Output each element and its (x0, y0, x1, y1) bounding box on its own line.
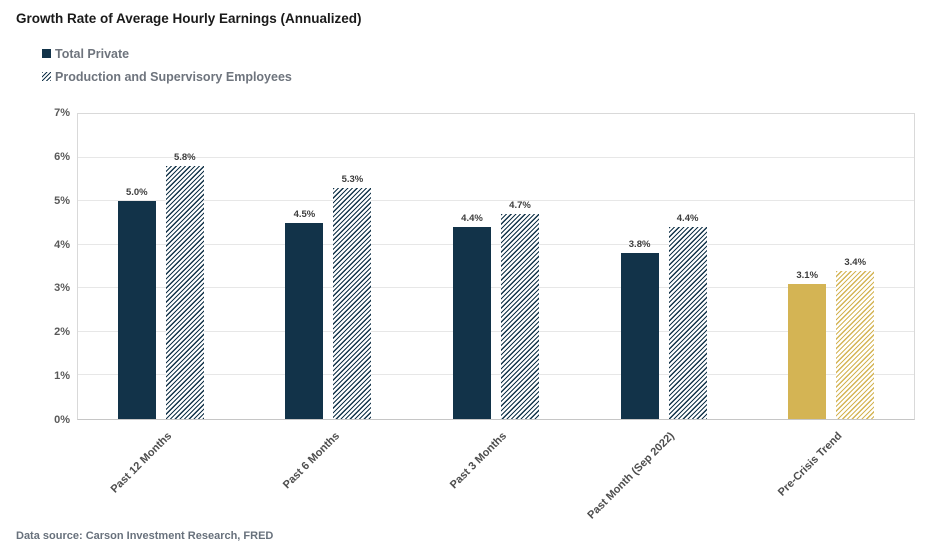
bar-value-label: 3.4% (844, 256, 867, 268)
bar-value-label: 5.3% (341, 174, 364, 186)
x-axis-label: Past 12 Months (108, 430, 175, 496)
y-axis-tick: 0% (54, 414, 70, 426)
bar-group: 3.8% 4.4% (620, 114, 707, 419)
y-axis: 0% 1% 2% 3% 4% 5% 6% 7% (28, 107, 70, 426)
bar-group: 4.5% 5.3% (285, 114, 372, 419)
gridline (78, 330, 914, 332)
bar-total-private (453, 227, 491, 419)
legend-item-production-supervisory: Production and Supervisory Employees (42, 65, 292, 88)
bar-value-label: 4.4% (461, 213, 483, 225)
footer-source: Data source: Carson Investment Research,… (16, 530, 274, 542)
bar-group: 3.1% 3.4% (788, 114, 875, 419)
legend-swatch-solid-icon (42, 49, 51, 58)
bar-production-supervisory (668, 227, 707, 419)
legend: Total Private Production and Supervisory… (42, 42, 292, 88)
x-axis-label: Pre-Crisis Trend (776, 430, 845, 499)
gridline (78, 156, 914, 158)
x-axis: Past 12 Months Past 6 Months Past 3 Months… (77, 420, 915, 530)
bar-total-private (620, 253, 659, 419)
y-axis-tick: 4% (54, 238, 70, 251)
y-axis-tick: 6% (54, 150, 70, 163)
x-axis-label: Past 6 Months (280, 430, 342, 492)
bar-production-supervisory (333, 188, 372, 419)
bar-value-label: 5.8% (173, 152, 196, 164)
bar-total-private (285, 222, 324, 419)
bar-production-supervisory (501, 214, 539, 419)
bar-value-label: 3.8% (628, 239, 651, 251)
bar-value-label: 4.7% (509, 200, 531, 212)
bar-value-label: 4.4% (676, 213, 699, 225)
y-axis-tick: 3% (54, 282, 70, 295)
chart-title: Growth Rate of Average Hourly Earnings (… (16, 11, 362, 26)
x-axis-label: Past Month (Sep 2022) (585, 430, 678, 522)
bar-total-private (117, 201, 156, 419)
gridline (78, 243, 914, 245)
gridline (78, 374, 914, 376)
plot-area: 5.0% 5.8% 4.5% 5.3% 4.4% 4.7% 3.8% 4.4% 3.1% 3.4% (77, 113, 915, 420)
bar-production-supervisory (165, 166, 204, 419)
legend-swatch-hatched-icon (42, 72, 51, 81)
y-axis-tick: 1% (54, 370, 70, 383)
legend-label: Total Private (55, 46, 130, 61)
legend-item-total-private: Total Private (42, 42, 292, 65)
y-axis-tick: 5% (54, 194, 70, 207)
bar-value-label: 4.5% (293, 208, 316, 220)
bar-total-private (788, 283, 827, 419)
y-axis-tick: 2% (54, 326, 70, 339)
bar-group: 5.0% 5.8% (117, 114, 204, 419)
legend-label: Production and Supervisory Employees (55, 69, 292, 84)
gridline (78, 287, 914, 289)
x-axis-label: Past 3 Months (448, 430, 510, 492)
bar-group: 4.4% 4.7% (453, 114, 539, 419)
y-axis-tick: 7% (54, 107, 70, 119)
bar-value-label: 3.1% (796, 269, 819, 281)
gridline (78, 200, 914, 202)
bar-production-supervisory (836, 270, 875, 419)
bar-value-label: 5.0% (125, 187, 148, 199)
